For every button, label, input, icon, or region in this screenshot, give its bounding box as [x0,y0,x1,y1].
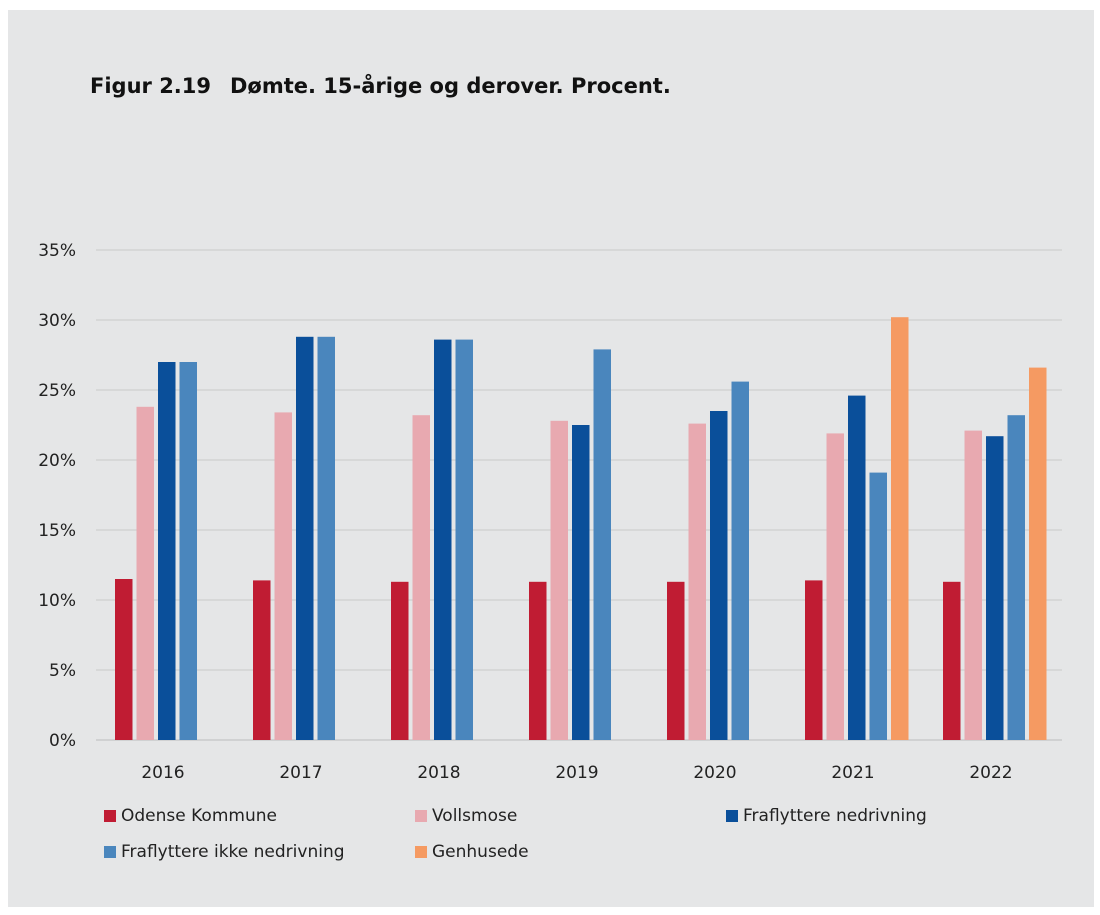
y-tick-label: 25% [38,381,76,401]
y-tick-label: 0% [49,731,76,751]
bar-2021-fraflyttere-nedrivning [848,395,866,740]
legend-item: Genhusede [415,842,726,862]
legend-label: Odense Kommune [121,806,277,826]
bar-2022-fraflyttere-nedrivning [986,436,1004,740]
x-tick-label: 2016 [141,763,184,783]
bar-2021-fraflyttere-ikke-nedrivning [869,472,887,740]
y-tick-label: 15% [38,521,76,541]
legend-label: Fraflyttere ikke nedrivning [121,842,345,862]
legend-label: Vollsmose [432,806,518,826]
x-tick-label: 2021 [831,763,874,783]
y-tick-label: 35% [38,241,76,261]
bar-2018-fraflyttere-ikke-nedrivning [455,339,473,740]
bar-2016-odense-kommune [115,579,133,740]
legend-label: Genhusede [432,842,529,862]
legend-item: Vollsmose [415,806,726,826]
bar-2019-fraflyttere-nedrivning [572,425,590,740]
bar-2020-odense-kommune [667,581,685,740]
legend-swatch [104,846,116,858]
y-tick-label: 30% [38,311,76,331]
x-tick-label: 2020 [693,763,736,783]
bar-2019-fraflyttere-ikke-nedrivning [593,349,611,740]
bar-2018-odense-kommune [391,581,409,740]
legend-swatch [415,810,427,822]
bar-2019-vollsmose [550,420,568,740]
x-axis-tick-labels: 2016 2017 2018 2019 2020 2021 2022 [141,763,1012,783]
bar-2017-fraflyttere-nedrivning [296,336,314,740]
bar-2017-odense-kommune [253,580,271,740]
legend-item: Fraflyttere ikke nedrivning [104,842,415,862]
legend: Odense Kommune Vollsmose Fraflyttere nedri… [104,806,1024,862]
legend-swatch [104,810,116,822]
bar-2016-fraflyttere-nedrivning [158,362,176,740]
bar-2022-odense-kommune [943,581,961,740]
figure-caption: Dømte. 15-årige og derover. Procent. [230,74,671,98]
bar-2017-vollsmose [274,412,292,740]
legend-swatch [415,846,427,858]
figure-title: Figur 2.19 Dømte. 15-årige og derover. Pr… [90,74,671,98]
bar-2016-fraflyttere-ikke-nedrivning [179,362,197,740]
bar-2021-odense-kommune [805,580,823,740]
bar-2020-fraflyttere-ikke-nedrivning [731,381,749,740]
legend-swatch [726,810,738,822]
legend-item: Fraflyttere nedrivning [726,806,1024,826]
bar-2018-vollsmose [412,415,430,740]
y-tick-label: 5% [49,661,76,681]
legend-label: Fraflyttere nedrivning [743,806,927,826]
bars [115,317,1047,740]
y-axis-tick-labels: 0% 5% 10% 15% 20% 25% 30% 35% [38,241,76,751]
bar-2019-odense-kommune [529,581,547,740]
y-tick-label: 10% [38,591,76,611]
x-tick-label: 2018 [417,763,460,783]
legend-item: Odense Kommune [104,806,415,826]
x-tick-label: 2017 [279,763,322,783]
bar-2020-fraflyttere-nedrivning [710,411,728,740]
bar-2018-fraflyttere-nedrivning [434,339,452,740]
x-tick-label: 2022 [969,763,1012,783]
bar-2021-genhusede [891,317,909,740]
bar-2016-vollsmose [136,406,154,740]
bar-2021-vollsmose [826,433,844,740]
x-tick-label: 2019 [555,763,598,783]
bar-2022-genhusede [1029,367,1047,740]
figure-number: Figur 2.19 [90,74,212,98]
bar-2022-vollsmose [964,430,982,740]
bar-2020-vollsmose [688,423,706,740]
y-tick-label: 20% [38,451,76,471]
bar-2022-fraflyttere-ikke-nedrivning [1007,415,1025,740]
bar-2017-fraflyttere-ikke-nedrivning [317,336,335,740]
